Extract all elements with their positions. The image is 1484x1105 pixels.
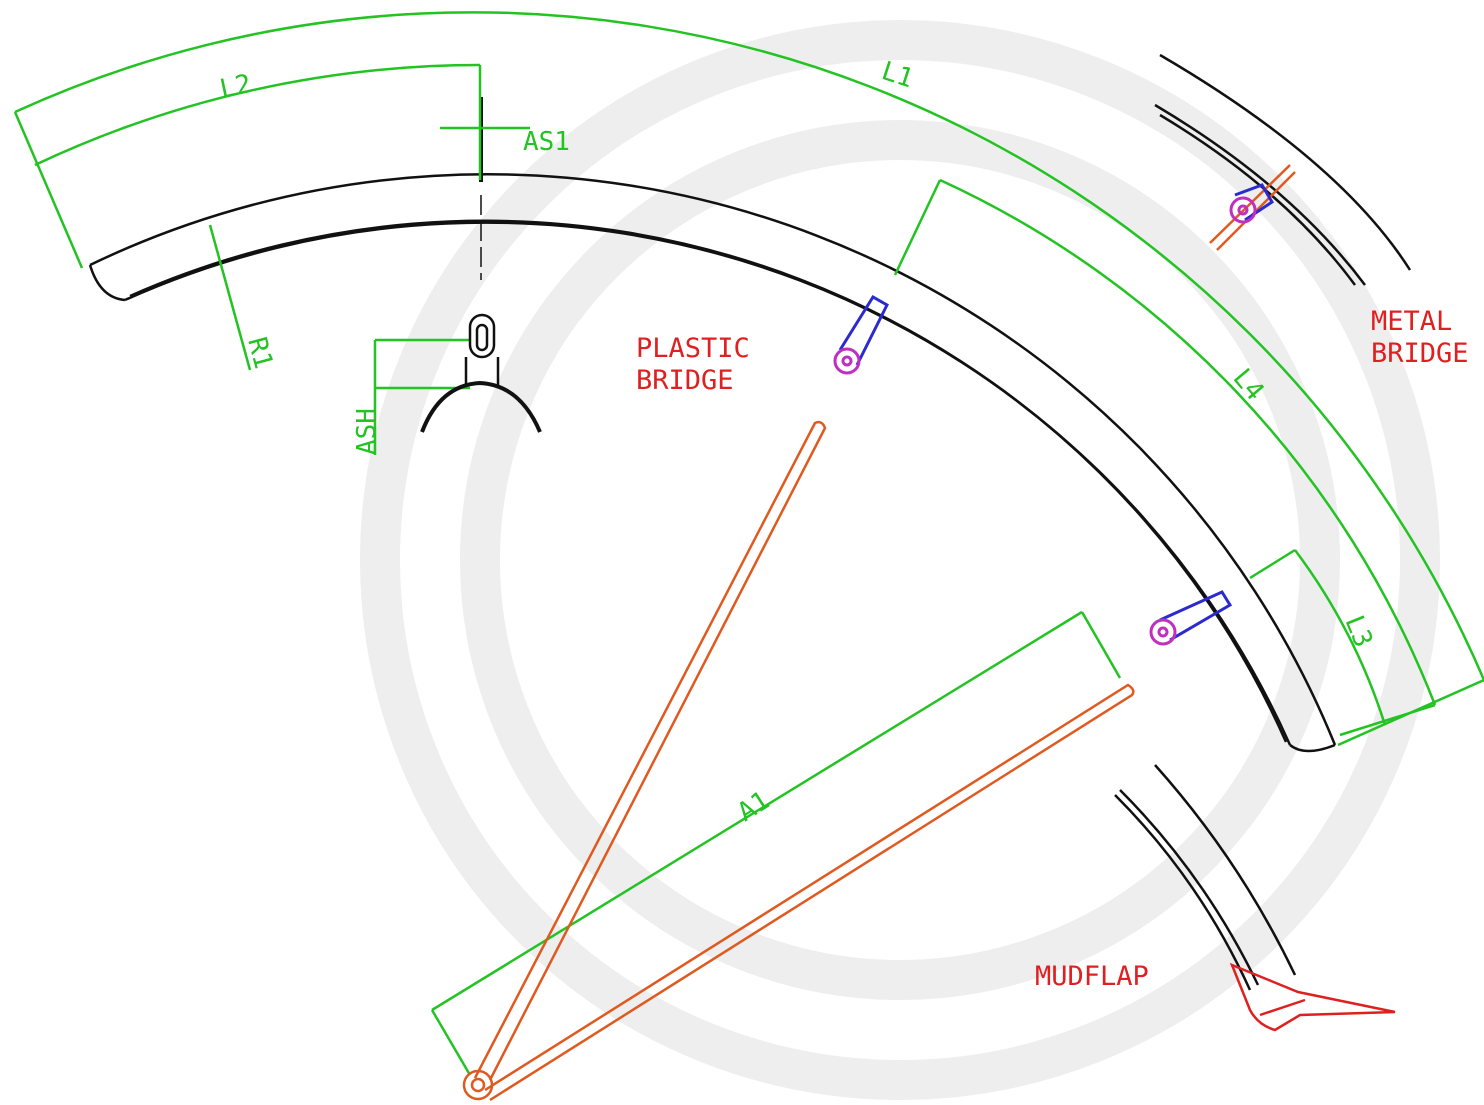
callout: METAL BRIDGE	[1371, 306, 1469, 369]
callout-line: MUDFLAP	[1035, 961, 1149, 992]
fender	[88, 97, 1337, 753]
dim-label: R1	[241, 334, 278, 372]
dim-label: L1	[878, 56, 917, 94]
callouts: PLASTIC BRIDGE METAL BRIDGE MUDFLAP	[636, 306, 1469, 992]
dim-label: ASH	[352, 408, 382, 455]
callout-line: PLASTIC	[636, 333, 750, 364]
callout-line: METAL	[1371, 306, 1452, 337]
callout: MUDFLAP	[1035, 961, 1149, 992]
dim-label: L2	[217, 69, 254, 105]
dimension-lines	[13, 11, 1484, 1076]
callout-line: BRIDGE	[636, 365, 734, 396]
dim-label: L3	[1339, 611, 1379, 651]
bridges	[833, 53, 1412, 646]
clip	[420, 313, 542, 433]
stays	[462, 420, 1135, 1102]
callout: PLASTIC BRIDGE	[636, 333, 766, 396]
callout-line: BRIDGE	[1371, 338, 1469, 369]
watermark	[360, 20, 1440, 1100]
dim-label: AS1	[523, 127, 570, 157]
mudflap	[1114, 764, 1396, 1032]
